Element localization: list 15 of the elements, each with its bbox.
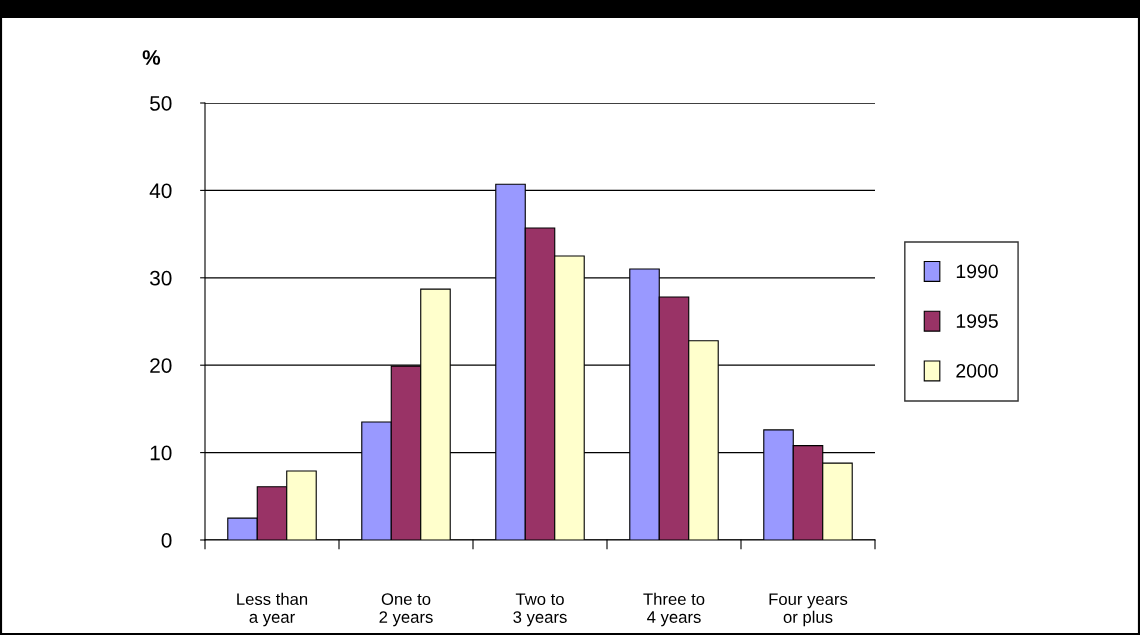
x-tick-label: One to 2 years — [379, 593, 433, 627]
y-axis-title: % — [142, 50, 161, 65]
x-tick-label: Two to 3 years — [513, 593, 567, 627]
legend-label: 2000 — [956, 363, 998, 378]
y-tick-label: 0 — [161, 533, 172, 548]
x-tick-label: Three to 4 years — [643, 592, 705, 627]
legend-label: 1995 — [956, 314, 998, 328]
y-tick-label: 50 — [150, 96, 172, 111]
y-tick-label: 30 — [149, 270, 172, 286]
y-tick-label: 20 — [150, 358, 172, 373]
y-tick-label: 10 — [150, 445, 172, 461]
x-tick-label: Four years or plus — [769, 593, 848, 627]
legend-label: 1990 — [956, 264, 998, 279]
x-tick-label: Less than a year — [237, 592, 308, 627]
y-tick-label: 40 — [149, 183, 172, 199]
